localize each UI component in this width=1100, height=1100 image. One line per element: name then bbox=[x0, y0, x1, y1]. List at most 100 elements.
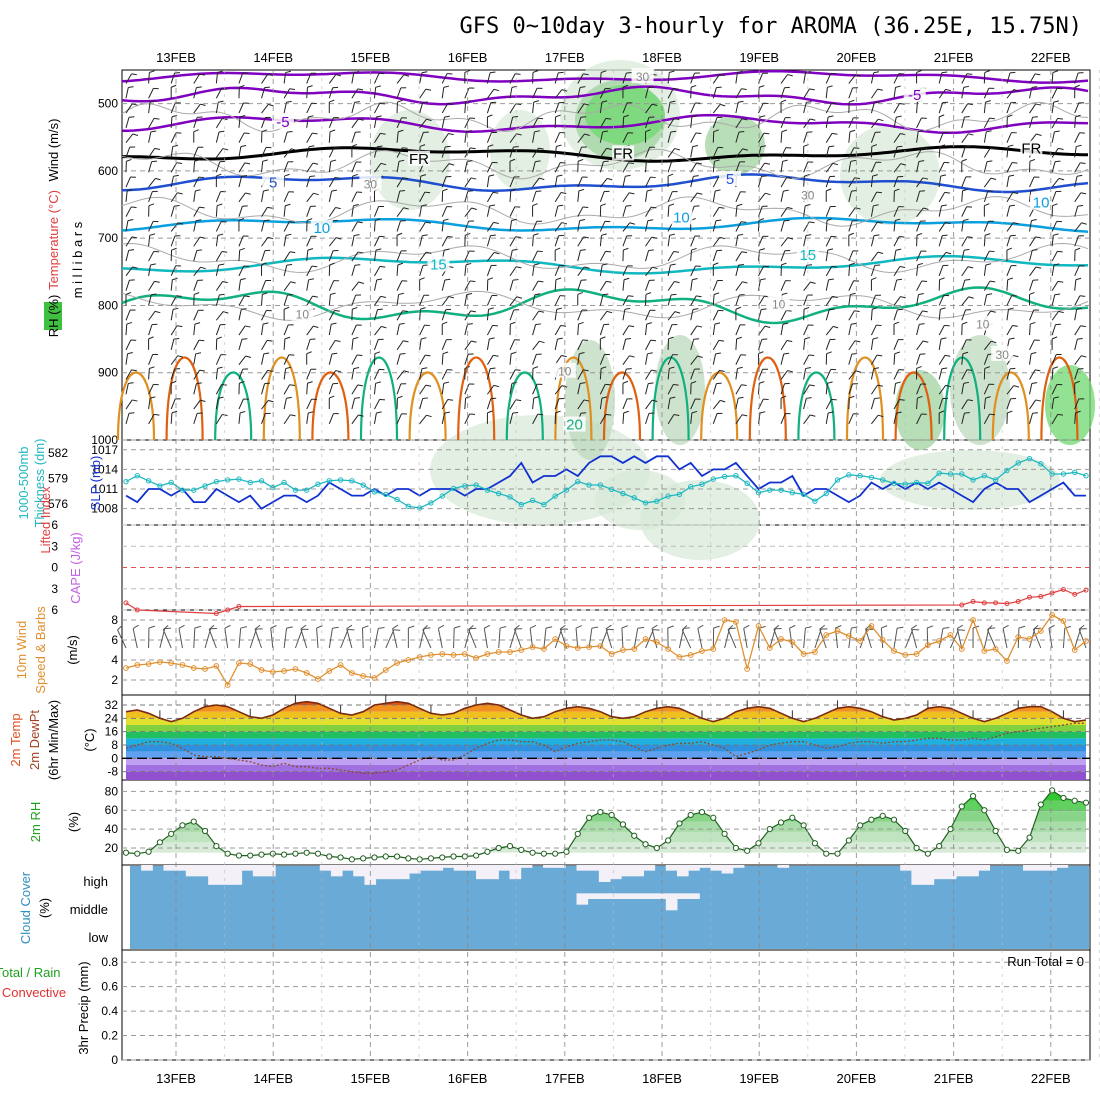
wind-barb-flag bbox=[623, 410, 629, 414]
wind-barb-staff bbox=[803, 338, 806, 350]
wind-barb-flag bbox=[645, 129, 651, 133]
wind-barb-staff bbox=[803, 132, 808, 143]
wind-barb bbox=[283, 281, 296, 291]
thickness-point bbox=[507, 494, 513, 500]
wind-barb-staff bbox=[961, 369, 968, 380]
wind-barb-flag bbox=[443, 85, 450, 88]
wind-barb-flag bbox=[783, 189, 789, 192]
wind-speed-point bbox=[292, 666, 299, 672]
wind-barb bbox=[509, 248, 518, 262]
rh-point bbox=[981, 807, 988, 814]
wind-barb-staff bbox=[170, 295, 177, 306]
wind-barb-staff bbox=[645, 117, 650, 129]
rh-point bbox=[631, 832, 638, 839]
contour-label: FR bbox=[613, 145, 633, 162]
contour-label: FR bbox=[1021, 141, 1041, 158]
contour-label-bg bbox=[1020, 140, 1043, 156]
wind-barb-staff bbox=[351, 398, 356, 410]
wind-barb-flag bbox=[129, 279, 135, 281]
wind-barb-flag bbox=[129, 146, 136, 148]
wind-barb-staff bbox=[825, 116, 829, 128]
wind-barb-flag bbox=[131, 236, 138, 239]
wind-barb-staff bbox=[351, 414, 359, 425]
wind-barb-flag bbox=[718, 339, 725, 342]
wind-barb bbox=[554, 398, 565, 410]
wind-barb bbox=[215, 324, 226, 336]
wind-barb-staff bbox=[148, 414, 155, 425]
wind-barb-flag bbox=[532, 366, 539, 369]
wind-barb-flag bbox=[218, 263, 225, 266]
wind-barb-staff bbox=[1029, 117, 1034, 128]
wind-barb-staff bbox=[825, 176, 831, 188]
wind-barb-flag bbox=[492, 191, 499, 194]
wind-barb bbox=[441, 278, 451, 291]
wind-barb-flag bbox=[267, 369, 274, 372]
wind-barb bbox=[645, 339, 657, 351]
rh-tick-label: 60 bbox=[105, 803, 119, 817]
wind-barb-staff bbox=[893, 236, 900, 247]
wind-barb-staff bbox=[238, 235, 244, 247]
wind-barb bbox=[215, 366, 223, 380]
wind-barb bbox=[1006, 174, 1015, 188]
cloud-bar-middle bbox=[643, 893, 656, 899]
wind-barb-staff bbox=[1006, 385, 1015, 395]
wind-barb bbox=[735, 161, 746, 173]
surface-wind-barb bbox=[132, 624, 139, 649]
wind-barb-flag bbox=[469, 250, 475, 252]
wind-barb-staff bbox=[170, 72, 176, 84]
wind-barb-staff bbox=[1074, 176, 1078, 188]
cloud-bar-high bbox=[1034, 865, 1046, 871]
wind-barb-staff bbox=[1051, 368, 1054, 380]
wind-barb bbox=[306, 85, 313, 99]
wind-barb-staff bbox=[961, 266, 969, 277]
wind-barb-staff bbox=[690, 279, 693, 291]
surface-wind-barb bbox=[283, 626, 293, 649]
wind-barb-staff bbox=[916, 220, 921, 232]
wind-barb-flag bbox=[1055, 323, 1061, 326]
wind-barb-staff bbox=[1006, 102, 1012, 114]
wind-barb bbox=[351, 118, 364, 129]
wind-barb-staff bbox=[532, 354, 537, 365]
wind-barb-flag bbox=[535, 190, 542, 192]
wind-barb-flag bbox=[1009, 337, 1015, 340]
wind-barb bbox=[373, 115, 382, 128]
wind-barb-staff bbox=[622, 132, 629, 143]
wind-barb bbox=[419, 88, 432, 99]
wind-barb-flag bbox=[787, 74, 793, 77]
wind-barb-flag bbox=[261, 262, 267, 266]
wind-barb bbox=[690, 265, 701, 277]
wind-barb-flag bbox=[268, 399, 274, 403]
wind-barb-flag bbox=[1053, 263, 1060, 266]
wind-barb-staff bbox=[916, 264, 919, 276]
wind-barb-flag bbox=[1008, 174, 1015, 177]
wind-barb-flag bbox=[964, 279, 971, 281]
wind-barb bbox=[1074, 380, 1080, 395]
wind-barb bbox=[780, 74, 793, 84]
wind-barb-staff bbox=[486, 398, 492, 410]
thickness-point bbox=[1060, 471, 1067, 477]
surface-wind-barb-flag bbox=[1002, 624, 1009, 629]
wind-barb bbox=[916, 147, 928, 158]
wind-barb bbox=[712, 292, 720, 306]
lifted-index-point bbox=[1015, 599, 1021, 604]
wind-barb bbox=[170, 410, 178, 424]
wind-barb-flag bbox=[290, 414, 296, 417]
wind-barb-staff bbox=[283, 148, 292, 158]
wind-barb bbox=[238, 410, 246, 424]
wind-barb bbox=[870, 367, 880, 380]
wind-barb-flag bbox=[1034, 369, 1041, 372]
wind-barb bbox=[1074, 144, 1082, 158]
wind-barb-staff bbox=[712, 74, 720, 84]
wind-barb-staff bbox=[419, 176, 422, 188]
wind-barb bbox=[577, 73, 589, 84]
wind-barb-flag bbox=[199, 236, 206, 239]
wind-barb-staff bbox=[125, 103, 133, 114]
surface-wind-barb bbox=[1017, 625, 1026, 649]
wind-barb bbox=[261, 236, 274, 247]
wind-barb-flag bbox=[602, 130, 609, 133]
wind-barb-staff bbox=[825, 73, 832, 84]
wind-barb-staff bbox=[215, 264, 220, 276]
cloud-level-middle: middle bbox=[70, 902, 108, 917]
wind-barb-flag bbox=[330, 292, 336, 295]
wind-barb bbox=[870, 324, 882, 336]
